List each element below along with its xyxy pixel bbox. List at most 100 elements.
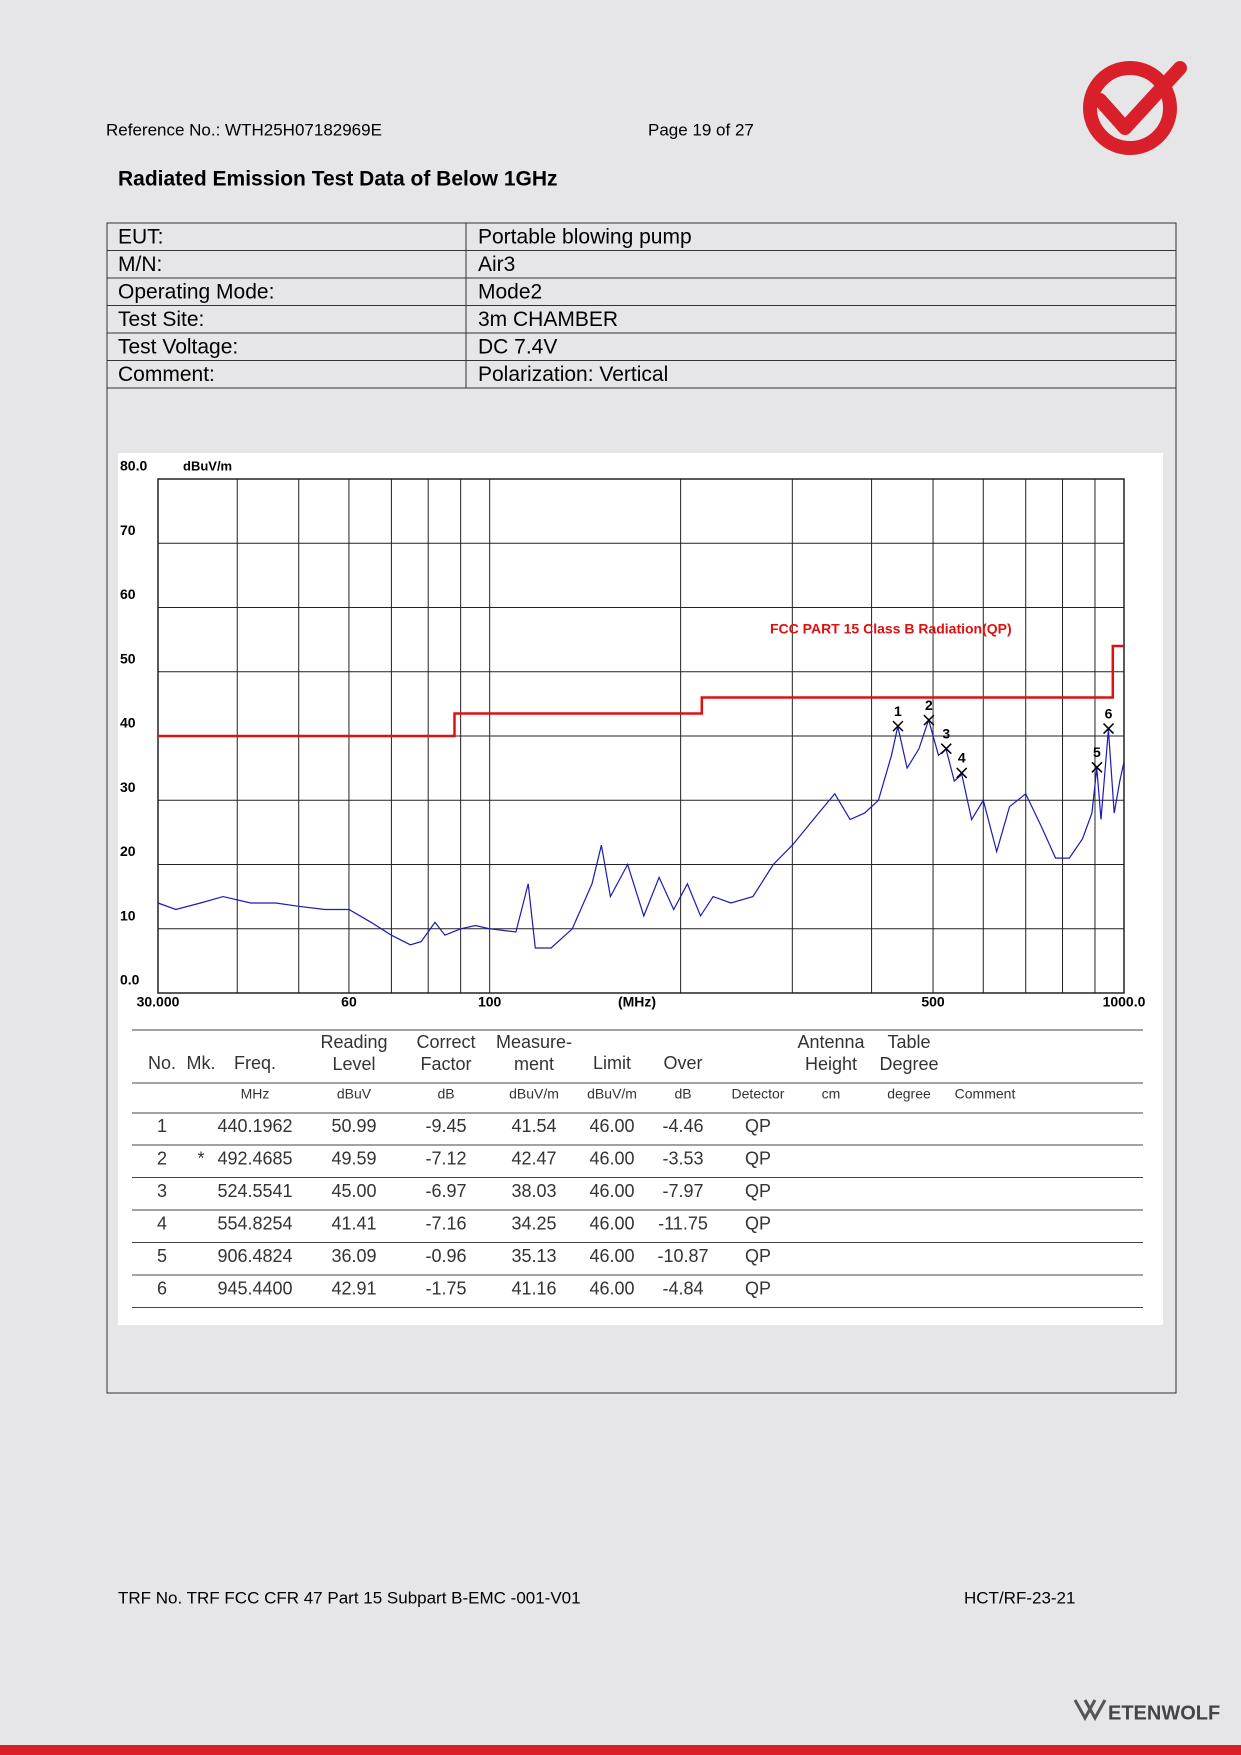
table-cell: 46.00 [589,1246,634,1266]
column-unit: dBuV [337,1086,372,1102]
y-tick-label: 50 [120,650,136,666]
limit-label: FCC PART 15 Class B Radiation(QP) [770,621,1012,637]
y-tick-label: 20 [120,843,136,859]
x-tick-label: 30.000 [137,994,180,1010]
table-cell: 46.00 [589,1116,634,1136]
table-cell: 2 [157,1148,167,1168]
table-cell: 4 [157,1213,167,1233]
table-cell: 5 [157,1246,167,1266]
column-title: Measure- [496,1032,572,1052]
info-value: DC 7.4V [478,335,557,358]
table-cell: 945.4400 [217,1278,292,1298]
info-value: 3m CHAMBER [478,308,618,331]
column-unit: Detector [732,1086,785,1102]
column-title: Over [663,1053,702,1073]
table-cell: 34.25 [511,1213,556,1233]
table-cell: 906.4824 [217,1246,292,1266]
table-cell: 440.1962 [217,1116,292,1136]
info-label: Test Site: [118,308,204,331]
emission-trace [157,717,1125,949]
info-label: Operating Mode: [118,280,274,303]
table-cell: -0.96 [425,1246,466,1266]
reference: Reference No.: WTH25H07182969E [106,120,382,139]
table-cell: QP [745,1246,771,1266]
info-label: M/N: [118,253,162,276]
info-label: Comment: [118,363,215,386]
brand-icon [1073,1699,1107,1722]
table-cell: 42.91 [331,1278,376,1298]
x-tick-label: 100 [478,994,502,1010]
column-unit: degree [887,1086,931,1102]
column-title: ment [514,1054,554,1074]
table-cell: -7.12 [425,1148,466,1168]
info-row [106,360,1177,389]
table-cell: 46.00 [589,1148,634,1168]
limit-line [158,644,1124,738]
info-label: EUT: [118,225,164,248]
table-cell: QP [745,1148,771,1168]
y-tick-label: 40 [120,715,136,731]
column-unit: dBuV/m [587,1086,637,1102]
table-cell: -4.84 [662,1278,703,1298]
column-title: No. [148,1053,176,1073]
table-cell: -9.45 [425,1116,466,1136]
table-cell: 524.5541 [217,1181,292,1201]
column-title: Reading [320,1032,387,1052]
peak-marker [1103,723,1115,735]
table-cell: 554.8254 [217,1213,292,1233]
table-cell: 492.4685 [217,1148,292,1168]
peak-label: 1 [894,703,902,719]
table-cell: 46.00 [589,1278,634,1298]
peak-label: 6 [1105,705,1113,721]
table-cell: -6.97 [425,1181,466,1201]
table-cell: 41.41 [331,1213,376,1233]
table-cell: -7.16 [425,1213,466,1233]
info-value: Mode2 [478,280,542,303]
logo [1083,61,1187,155]
y-tick-label: 60 [120,586,136,602]
column-unit: dB [437,1086,454,1102]
page-title: Radiated Emission Test Data of Below 1GH… [118,168,558,191]
table-cell: 50.99 [331,1116,376,1136]
peak-label: 4 [958,750,966,766]
peak-marker [940,743,952,755]
peak-marker [892,720,904,732]
table-cell: 41.54 [511,1116,556,1136]
table-cell: 41.16 [511,1278,556,1298]
table-cell: 38.03 [511,1181,556,1201]
peak-label: 5 [1093,744,1101,760]
column-unit: dB [674,1086,691,1102]
column-title: Height [805,1054,857,1074]
peak-label: 2 [925,697,933,713]
y-axis-label: dBuV/m [183,458,232,473]
table-cell: 49.59 [331,1148,376,1168]
chart-area [118,453,1163,1325]
column-unit: Comment [955,1086,1016,1102]
table-cell: -10.87 [657,1246,708,1266]
y-tick-label: 70 [120,522,136,538]
table-cell: 6 [157,1278,167,1298]
info-value: Portable blowing pump [478,225,692,248]
table-cell: 46.00 [589,1213,634,1233]
column-title: Table [887,1032,930,1052]
column-title: Freq. [234,1053,276,1073]
table-cell: QP [745,1278,771,1298]
info-value: Air3 [478,253,515,276]
table-cell: 42.47 [511,1148,556,1168]
table-cell: -11.75 [658,1213,708,1233]
x-tick-label: 60 [341,994,357,1010]
column-title: Limit [593,1053,631,1073]
x-axis-label: (MHz) [618,994,656,1010]
y-tick-label: 30 [120,779,136,795]
peak-marker [1091,761,1103,773]
brand: ETENWOLF [1108,1702,1220,1724]
y-tick-label: 0.0 [120,972,140,988]
table-cell: -4.46 [662,1116,703,1136]
column-title: Level [332,1054,375,1074]
table-cell: 36.09 [331,1246,376,1266]
column-title: Factor [420,1054,471,1074]
table-cell: 45.00 [331,1181,376,1201]
page-number: Page 19 of 27 [648,120,754,139]
column-unit: dBuV/m [509,1086,559,1102]
peak-marker [923,714,935,726]
